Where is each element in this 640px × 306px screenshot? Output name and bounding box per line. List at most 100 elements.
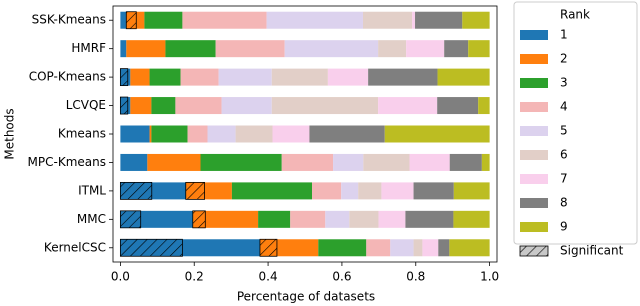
legend-swatch: [520, 54, 548, 64]
bar-segment: [378, 40, 407, 58]
bar-segment: [165, 40, 216, 58]
significant-hatch: [185, 181, 205, 200]
bar-segment: [175, 97, 222, 115]
bar-segment: [187, 125, 208, 143]
bar-segment: [192, 210, 259, 228]
legend-label: 3: [560, 76, 568, 90]
bar-segment: [126, 40, 166, 58]
bar-segment: [147, 153, 201, 171]
significant-hatch: [119, 96, 129, 115]
bar-segment: [325, 210, 350, 228]
bar-segment: [366, 239, 391, 257]
bar-segment: [130, 68, 150, 86]
legend-label: 6: [560, 148, 568, 162]
bar-segment: [413, 239, 423, 257]
legend-label: 4: [560, 100, 568, 114]
legend-swatch: [520, 30, 548, 40]
bar-segment: [309, 125, 385, 143]
bar-segment: [271, 68, 328, 86]
bar-segment: [378, 97, 438, 115]
x-tick-label: 0.0: [111, 270, 130, 284]
bar-segment: [412, 11, 416, 29]
bar-segment: [312, 182, 342, 200]
y-tick-label: HMRF: [71, 41, 106, 55]
bar-segment: [384, 125, 490, 143]
y-tick-label: KernelCSC: [44, 240, 106, 254]
significant-hatch: [125, 11, 137, 30]
bar-segment: [381, 182, 414, 200]
legend-label: Significant: [560, 244, 624, 258]
bar-segment: [120, 125, 150, 143]
legend-swatch: [520, 150, 548, 160]
bar-segment: [363, 153, 410, 171]
bar-segment: [218, 68, 272, 86]
bar-segment: [390, 239, 414, 257]
significant-hatch: [259, 238, 278, 257]
bar-segment: [409, 153, 450, 171]
y-tick-label: Kmeans: [58, 127, 106, 141]
bar-segment: [437, 97, 479, 115]
bar-segment: [341, 182, 359, 200]
legend-swatch: [520, 78, 548, 88]
legend-swatch: [520, 198, 548, 208]
bar-segment: [327, 68, 369, 86]
x-tick-label: 1.0: [480, 270, 499, 284]
legend-title: Rank: [560, 8, 590, 22]
bar-segment: [120, 153, 148, 171]
bar-segment: [235, 125, 273, 143]
bar-segment: [413, 182, 454, 200]
bar-segment: [333, 153, 364, 171]
bar-segment: [180, 68, 219, 86]
x-axis-label: Percentage of datasets: [237, 290, 375, 304]
bar-segment: [182, 11, 267, 29]
bar-segment: [406, 40, 445, 58]
bar-segment: [453, 182, 490, 200]
y-axis-label: Methods: [3, 108, 17, 159]
y-tick-label: LCVQE: [66, 98, 106, 112]
bar-segment: [272, 125, 310, 143]
bar-segment: [290, 210, 326, 228]
x-tick-label: 0.8: [406, 270, 425, 284]
bar-segment: [120, 11, 127, 29]
bar-segment: [284, 40, 379, 58]
y-tick-label: SSK-Kmeans: [32, 13, 106, 27]
y-tick-label: COP-Kmeans: [29, 70, 106, 84]
significant-hatch: [192, 210, 206, 229]
bar-segment: [405, 210, 454, 228]
legend-label: 2: [560, 52, 568, 66]
legend-label: 7: [560, 172, 568, 186]
bar-segment: [415, 11, 463, 29]
bar-segment: [200, 153, 282, 171]
bar-segment: [378, 210, 406, 228]
bar-segment: [144, 11, 183, 29]
bar-segment: [462, 11, 490, 29]
bar-segment: [318, 239, 367, 257]
bar-segment: [215, 40, 285, 58]
x-tick-label: 0.2: [185, 270, 204, 284]
bar-segment: [449, 239, 490, 257]
y-tick-label: ITML: [78, 183, 106, 197]
bar-segment: [266, 11, 363, 29]
bar-segment: [207, 125, 236, 143]
bar-segment: [422, 239, 439, 257]
bar-segment: [130, 97, 152, 115]
y-tick-label: MMC: [77, 212, 106, 226]
bar-segment: [453, 210, 490, 228]
legend-label: 5: [560, 124, 568, 138]
y-tick-label: MPC-Kmeans: [28, 155, 106, 169]
bar-segment: [258, 210, 291, 228]
x-tick-label: 0.6: [332, 270, 351, 284]
bar-segment: [231, 182, 313, 200]
bar-segment: [281, 153, 334, 171]
bar-segment: [151, 97, 176, 115]
bar-segment: [362, 11, 413, 29]
bar-segment: [120, 40, 127, 58]
bar-segment: [481, 153, 490, 171]
x-tick-label: 0.4: [259, 270, 278, 284]
legend-label: 9: [560, 220, 568, 234]
bar-segment: [149, 125, 152, 143]
legend-label: 8: [560, 196, 568, 210]
legend-label: 1: [560, 28, 568, 42]
significant-hatch: [119, 68, 129, 87]
bar-segment: [368, 68, 438, 86]
